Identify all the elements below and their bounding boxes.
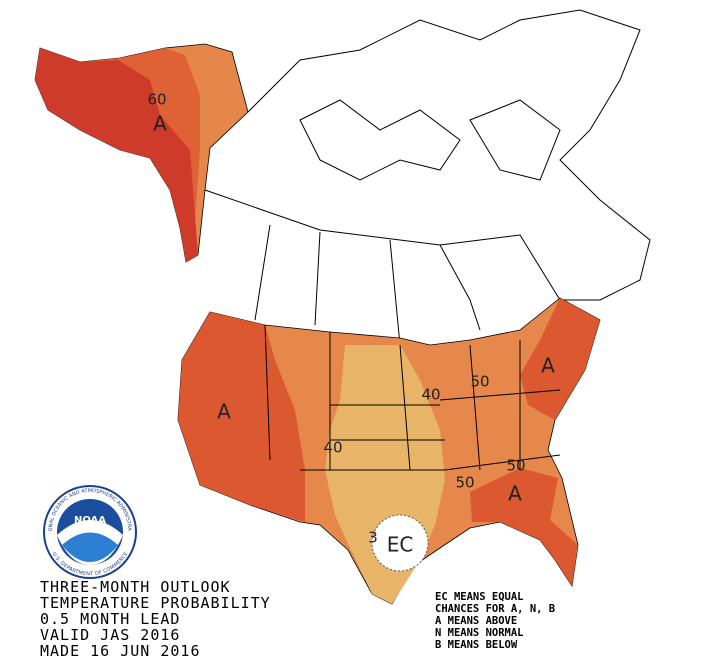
title-line: 0.5 MONTH LEAD bbox=[40, 610, 180, 628]
legend-line: CHANCES FOR A, N, B bbox=[435, 603, 555, 615]
map-label: 50 bbox=[506, 457, 525, 475]
legend-line: B MEANS BELOW bbox=[435, 639, 518, 651]
canada-borders bbox=[204, 9, 651, 346]
map-label: A bbox=[508, 482, 522, 506]
map-label: 50 bbox=[470, 373, 489, 391]
map-label: 40 bbox=[323, 439, 342, 457]
legend-line: A MEANS ABOVE bbox=[435, 615, 517, 627]
map-label: EC bbox=[387, 533, 414, 557]
legend-line: EC MEANS EQUAL bbox=[435, 591, 524, 603]
map-label: 50 bbox=[455, 474, 474, 492]
map-label: 60 bbox=[147, 91, 166, 109]
legend-line: N MEANS NORMAL bbox=[435, 627, 524, 639]
title-line: THREE-MONTH OUTLOOK bbox=[40, 578, 231, 596]
title-line: VALID JAS 2016 bbox=[40, 626, 180, 644]
map-label: 40 bbox=[421, 386, 440, 404]
map-label: A bbox=[153, 112, 167, 136]
alaska bbox=[34, 43, 249, 263]
title-line: TEMPERATURE PROBABILITY bbox=[40, 594, 271, 612]
logo-text: NOAA bbox=[74, 515, 106, 526]
title-line: MADE 16 JUN 2016 bbox=[40, 642, 201, 660]
us-regions bbox=[177, 297, 601, 605]
map-label: A bbox=[217, 400, 231, 424]
state-borders bbox=[264, 324, 561, 471]
map-label: A bbox=[541, 354, 555, 378]
map-label: 3 bbox=[368, 529, 378, 547]
